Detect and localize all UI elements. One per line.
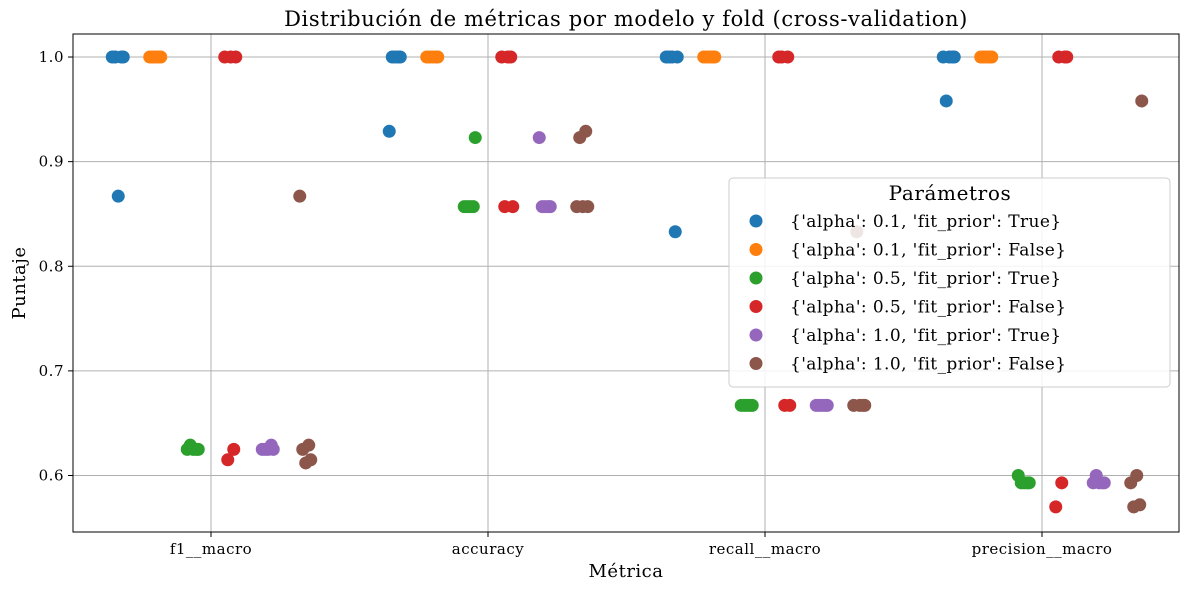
data-point [985, 50, 999, 64]
data-point [856, 398, 870, 412]
y-axis-label: Puntaje [9, 247, 30, 320]
x-tick-label: f1__macro [170, 540, 252, 558]
y-tick-label: 0.6 [39, 467, 64, 485]
data-point [659, 50, 673, 64]
data-point [1049, 500, 1063, 514]
x-tick-label: accuracy [452, 540, 524, 558]
legend-marker [749, 271, 763, 285]
data-point [1055, 476, 1069, 490]
data-point [221, 453, 235, 467]
y-tick-label: 0.8 [39, 257, 64, 275]
legend-label: {'alpha': 0.1, 'fit_prior': True} [790, 212, 1062, 232]
data-point [296, 442, 310, 456]
legend-marker [749, 243, 763, 256]
gridlines [73, 34, 1179, 532]
legend-marker [749, 300, 763, 313]
data-point [116, 50, 130, 64]
legend-label: {'alpha': 1.0, 'fit_prior': True} [790, 326, 1062, 346]
data-point [570, 200, 584, 214]
data-point [227, 442, 241, 456]
data-point [506, 200, 520, 214]
legend-title: Parámetros [889, 181, 1012, 205]
y-tick-label: 1.0 [39, 48, 64, 66]
data-point [460, 200, 474, 214]
chart-title: Distribución de métricas por modelo y fo… [284, 7, 968, 31]
data-point [299, 456, 313, 470]
plot-frame [72, 33, 1180, 533]
legend-entries: {'alpha': 0.1, 'fit_prior': True} {'alpha… [749, 212, 1066, 375]
data-point [778, 398, 792, 412]
legend-label: {'alpha': 1.0, 'fit_prior': False} [790, 355, 1066, 375]
y-tick-label: 0.7 [39, 362, 64, 380]
data-point [495, 50, 509, 64]
legend-marker [749, 328, 763, 342]
data-point [775, 50, 789, 64]
data-point [936, 50, 950, 64]
x-axis-label: Métrica [589, 561, 664, 582]
x-tick-label: recall__macro [709, 540, 821, 558]
data-point [180, 442, 194, 456]
legend: Parámetros {'alpha': 0.1, 'fit_prior': T… [728, 177, 1171, 388]
data-points [105, 50, 1149, 514]
data-point [939, 94, 953, 108]
data-point [143, 50, 157, 64]
data-point [388, 50, 402, 64]
legend-label: {'alpha': 0.1, 'fit_prior': False} [790, 241, 1066, 261]
data-point [504, 50, 518, 64]
legend-label: {'alpha': 0.5, 'fit_prior': True} [790, 269, 1062, 289]
data-point [700, 50, 714, 64]
legend-label: {'alpha': 0.5, 'fit_prior': False} [790, 298, 1066, 318]
data-point [429, 50, 443, 64]
data-point [382, 124, 396, 138]
data-point [573, 131, 587, 145]
data-point [1060, 50, 1074, 64]
data-point [1086, 476, 1100, 490]
data-point [189, 442, 203, 456]
legend-marker [749, 214, 763, 228]
data-point [293, 189, 307, 203]
legend-marker [749, 357, 763, 370]
data-point [420, 50, 434, 64]
data-point [538, 200, 552, 214]
data-point [1127, 500, 1141, 514]
data-point [468, 131, 482, 145]
axis-ticks: 0.6 0.7 0.8 0.9 1.0 f1__macro accuracy recall__… [39, 48, 1113, 558]
data-point [945, 50, 959, 64]
data-point [809, 398, 823, 412]
data-point [847, 398, 861, 412]
data-point [1124, 476, 1138, 490]
data-point [745, 398, 759, 412]
data-point [266, 442, 280, 456]
legend-box [728, 177, 1171, 388]
data-point [668, 225, 682, 239]
y-tick-label: 0.9 [39, 153, 64, 171]
data-point [532, 131, 546, 145]
data-point [1017, 476, 1031, 490]
data-point [111, 189, 125, 203]
data-point [218, 50, 232, 64]
data-point [1095, 476, 1109, 490]
data-point [1135, 94, 1149, 108]
x-tick-label: precision__macro [972, 540, 1113, 558]
